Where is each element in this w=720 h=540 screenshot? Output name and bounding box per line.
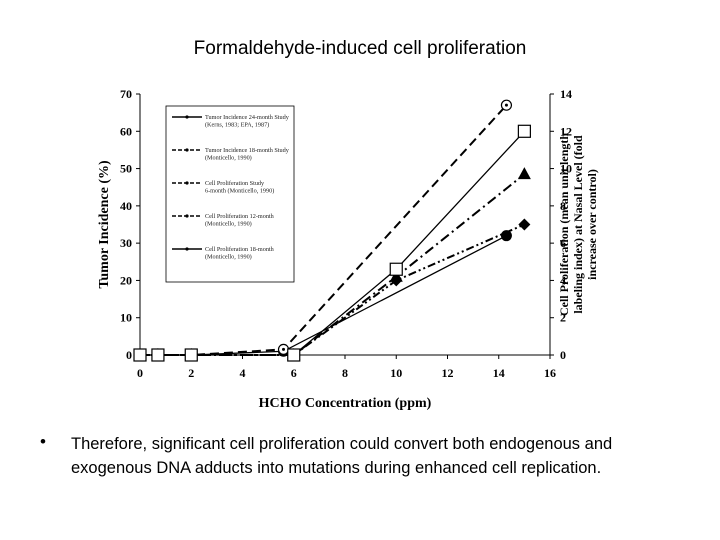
bullet-text: Therefore, significant cell proliferatio… (71, 435, 613, 477)
slide-title: Formaldehyde-induced cell proliferation (193, 38, 527, 59)
x-tick-label: 2 (188, 366, 194, 380)
y-tick-label: 30 (120, 236, 132, 250)
chart-plot-area (136, 93, 554, 359)
line-chart: Tumor Incidence 24-month Study (Kerns, 19… (97, 87, 599, 411)
chart-series (133, 99, 531, 362)
y2-axis-label: labeling index) at Nasal Level (fold (571, 135, 585, 314)
y-tick-label: 60 (120, 124, 132, 138)
y-tick-label: 10 (120, 311, 132, 325)
series-line (140, 104, 508, 356)
y2-axis-label: increase over control) (585, 169, 599, 280)
y2-tick-label: 8 (560, 199, 566, 213)
data-point-square (184, 348, 198, 362)
data-point-center (282, 347, 285, 351)
x-tick-label: 6 (291, 366, 297, 380)
legend-label: Cell Proliferation Study 6-month (Montice… (205, 180, 274, 195)
x-axis-label: HCHO Concentration (ppm) (259, 396, 432, 411)
series-5 (133, 124, 531, 362)
data-point-center (504, 103, 508, 107)
legend-marker (185, 148, 189, 152)
x-tick-label: 12 (442, 366, 454, 380)
chart-legend: Tumor Incidence 24-month Study (Kerns, 19… (165, 105, 295, 283)
y2-tick-label: 0 (560, 348, 566, 362)
y-axis-label: Tumor Incidence (%) (97, 160, 112, 289)
y-tick-label: 20 (120, 273, 132, 287)
legend-label: Cell Proliferation 18-month (Monticello, … (205, 246, 275, 261)
data-point-square (151, 348, 165, 362)
data-point-square (517, 124, 531, 138)
y-tick-label: 0 (126, 348, 132, 362)
legend-marker (185, 247, 189, 251)
y2-tick-label: 2 (560, 311, 566, 325)
legend-box (165, 105, 295, 283)
y-tick-label: 50 (120, 162, 132, 176)
legend-marker (185, 181, 189, 185)
data-point-circle (500, 230, 512, 242)
data-point-triangle (517, 167, 531, 180)
x-tick-label: 0 (137, 366, 143, 380)
y2-tick-label: 10 (560, 162, 572, 176)
bullet-symbol: • (40, 432, 46, 451)
y-tick-label: 70 (120, 87, 132, 101)
x-tick-label: 16 (544, 366, 556, 380)
x-tick-label: 4 (240, 366, 246, 380)
chart-labels: 0 2 4 6 8 10 12 14 16 0 10 20 30 40 50 60 70 0 2 4 6 8 10 12 14 H… (97, 87, 599, 411)
legend-label: Tumor Incidence 24-month Study (Kerns, 19… (205, 114, 290, 129)
y2-tick-label: 4 (560, 273, 566, 287)
data-point-diamond (390, 274, 403, 287)
legend-marker (185, 214, 189, 218)
y2-axis-label: Cell Proliferation (mean unit length (557, 133, 571, 316)
y2-tick-label: 12 (560, 124, 572, 138)
legend-marker (185, 115, 189, 119)
data-point-square (389, 262, 403, 276)
y2-tick-label: 14 (560, 87, 572, 101)
x-tick-label: 8 (342, 366, 348, 380)
x-tick-label: 10 (390, 366, 402, 380)
legend-label: Tumor Incidence 18-month Study (Monticell… (205, 147, 290, 162)
y-tick-label: 40 (120, 199, 132, 213)
data-point-square (133, 348, 147, 362)
y2-tick-label: 6 (560, 236, 566, 250)
data-point-square (287, 348, 301, 362)
legend-label: Cell Proliferation 12-month (Monticello, … (205, 213, 275, 228)
x-tick-label: 14 (493, 366, 505, 380)
data-point-diamond (518, 218, 531, 231)
